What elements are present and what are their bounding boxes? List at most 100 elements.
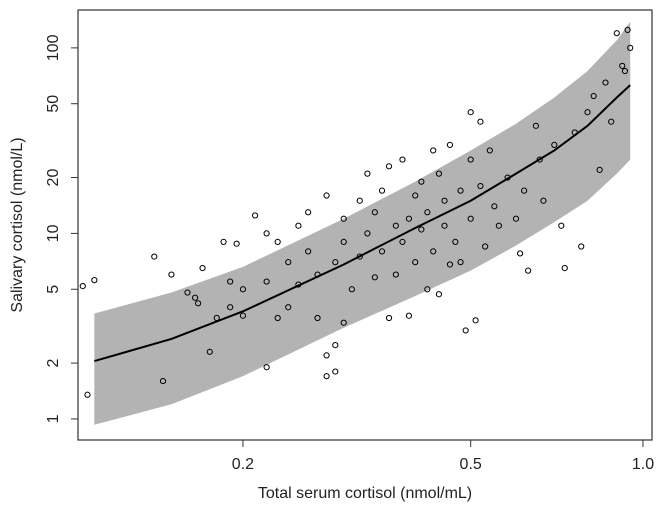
y-tick-label: 1 (45, 414, 62, 423)
data-point (561, 265, 568, 272)
data-point (263, 364, 270, 371)
data-point (467, 156, 474, 163)
data-point (412, 192, 419, 199)
data-point (84, 391, 91, 398)
y-tick-label: 5 (45, 285, 62, 294)
data-point (405, 312, 413, 319)
data-point (452, 238, 459, 245)
data-point (263, 278, 270, 285)
data-point (441, 222, 448, 229)
data-point (340, 238, 347, 245)
data-point (521, 187, 528, 194)
data-point (239, 312, 247, 319)
data-point (184, 289, 191, 296)
data-point (274, 238, 281, 245)
data-point (239, 286, 247, 293)
data-point (332, 259, 339, 266)
data-point (446, 141, 454, 148)
data-point (446, 261, 454, 268)
data-point (424, 209, 431, 216)
data-point (385, 314, 393, 322)
x-axis-label: Total serum cortisol (nmol/mL) (258, 485, 472, 502)
data-point (467, 109, 474, 116)
data-point (624, 26, 631, 33)
x-tick-label: 0.5 (460, 456, 482, 473)
data-point (621, 67, 629, 75)
y-axis-label: Salivary cortisol (nmol/L) (9, 137, 26, 312)
data-point (619, 62, 626, 69)
data-point (457, 259, 464, 266)
data-point (332, 342, 339, 349)
y-tick-label: 10 (45, 224, 62, 242)
data-point (91, 277, 98, 284)
data-point (532, 122, 539, 129)
data-point (274, 314, 281, 322)
data-point (79, 282, 86, 290)
data-point (430, 248, 437, 255)
data-point (251, 212, 259, 219)
x-tick-label: 0.2 (232, 456, 254, 473)
data-point (151, 253, 158, 260)
data-point (477, 118, 484, 125)
data-point (536, 156, 543, 163)
data-point (525, 267, 532, 274)
data-point (285, 304, 292, 311)
data-point (462, 327, 469, 334)
data-point (206, 348, 213, 355)
data-point (482, 243, 489, 250)
data-point (584, 109, 591, 116)
data-point (263, 230, 270, 237)
data-point (418, 178, 425, 185)
data-point (491, 203, 498, 210)
data-point (495, 222, 502, 229)
data-point (517, 250, 524, 257)
data-point (412, 259, 419, 266)
data-point (220, 238, 227, 245)
data-point (472, 317, 479, 324)
data-point (305, 209, 312, 216)
data-point (441, 197, 448, 204)
data-point (424, 286, 431, 293)
data-point (323, 192, 330, 199)
plot-frame (77, 9, 653, 441)
data-point (159, 377, 167, 385)
data-point (405, 215, 413, 222)
data-point (467, 215, 474, 222)
data-point (340, 215, 347, 222)
data-point (305, 248, 312, 255)
data-point (378, 187, 386, 194)
data-point (233, 240, 240, 247)
data-point (596, 166, 603, 173)
data-point (486, 147, 493, 154)
x-tick-label: 1.0 (632, 456, 654, 473)
data-point (435, 291, 443, 298)
data-point (314, 314, 321, 322)
confidence-band (94, 21, 631, 425)
data-point (512, 215, 520, 222)
data-point (371, 274, 378, 281)
data-point (578, 243, 585, 250)
data-point (340, 319, 347, 326)
data-point (399, 156, 406, 163)
data-point (323, 352, 330, 359)
data-point (418, 226, 425, 233)
data-point (227, 304, 234, 311)
data-point (364, 170, 371, 177)
data-point (602, 79, 609, 86)
data-point (435, 170, 443, 177)
data-point (457, 187, 464, 194)
data-point (540, 197, 547, 204)
data-point (627, 44, 634, 51)
data-point (385, 163, 393, 170)
data-point (364, 230, 371, 237)
y-tick-label: 50 (45, 95, 62, 113)
data-point (613, 30, 620, 37)
y-tick-label: 100 (45, 34, 62, 61)
data-point (285, 259, 292, 266)
data-point (392, 271, 399, 278)
data-point (399, 238, 406, 245)
data-point (608, 118, 615, 125)
data-point (392, 222, 399, 229)
data-point (371, 209, 378, 216)
